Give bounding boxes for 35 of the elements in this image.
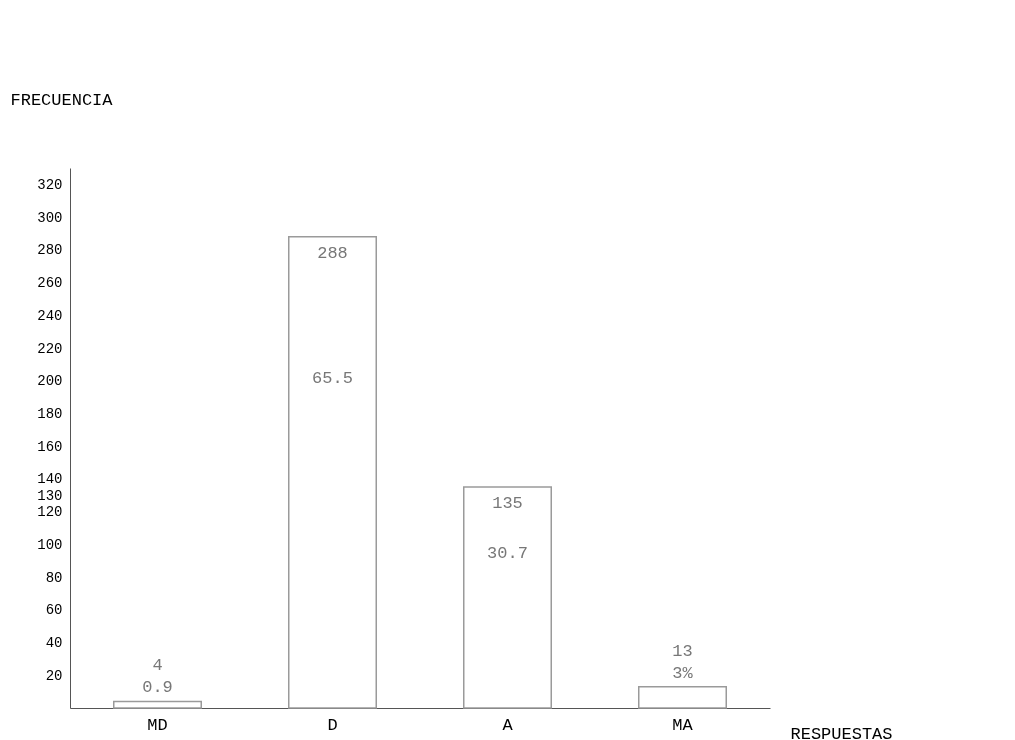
y-tick-label: 180 bbox=[37, 405, 63, 422]
y-tick-label: 100 bbox=[37, 536, 63, 553]
y-tick-label: 130 bbox=[37, 487, 63, 504]
data-label: 13 bbox=[672, 641, 693, 661]
y-tick-label: 300 bbox=[37, 209, 63, 226]
bar bbox=[463, 486, 552, 709]
annotation: 0.9 bbox=[142, 678, 173, 698]
x-tick-label: A bbox=[502, 715, 514, 735]
data-label: 4 bbox=[152, 656, 163, 676]
x-axis-title: RESPUESTAS bbox=[790, 724, 893, 740]
y-tick-label: 260 bbox=[37, 275, 63, 292]
y-axis-title: FRECUENCIA bbox=[10, 90, 114, 110]
bar bbox=[113, 700, 202, 709]
x-tick-label: MA bbox=[672, 715, 694, 735]
x-tick-label: D bbox=[327, 715, 338, 735]
x-tick-label: MD bbox=[147, 715, 168, 735]
bar bbox=[288, 235, 377, 709]
annotation: 3% bbox=[672, 663, 694, 683]
y-tick-label: 240 bbox=[37, 307, 63, 324]
annotation: 30.7 bbox=[487, 544, 528, 564]
y-tick-label: 320 bbox=[37, 176, 63, 193]
y-tick-label: 60 bbox=[45, 602, 63, 619]
data-label: 135 bbox=[492, 494, 523, 514]
y-tick-label: 40 bbox=[45, 635, 63, 652]
annotation: 65.5 bbox=[312, 369, 353, 389]
y-tick-label: 20 bbox=[45, 667, 63, 684]
y-tick-label: 80 bbox=[45, 569, 63, 586]
data-label: 288 bbox=[317, 243, 348, 263]
y-tick-label: 160 bbox=[37, 438, 63, 455]
y-tick-label: 280 bbox=[37, 242, 63, 259]
bar bbox=[638, 685, 727, 709]
y-tick-label: 120 bbox=[37, 504, 63, 521]
y-tick-label: 200 bbox=[37, 373, 63, 390]
y-tick-label: 140 bbox=[37, 471, 63, 488]
y-tick-label: 220 bbox=[37, 340, 63, 357]
